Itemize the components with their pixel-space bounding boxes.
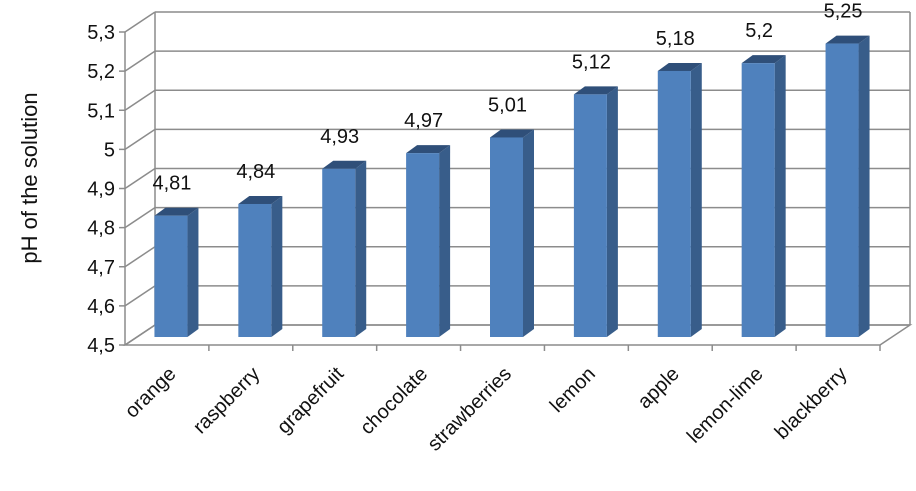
bar — [657, 70, 691, 337]
bar-top — [490, 129, 534, 138]
side-wall-gridline — [124, 167, 156, 190]
side-wall-gridline — [124, 207, 156, 229]
bar — [322, 168, 356, 337]
bar-top — [741, 55, 786, 64]
bar-side — [355, 160, 367, 337]
bar-top — [238, 195, 283, 204]
x-tick-label: blackberry — [771, 363, 852, 444]
bar — [490, 137, 523, 337]
bar-side — [523, 129, 534, 337]
bar — [573, 94, 607, 337]
bar-side — [774, 55, 786, 337]
y-tick-label: 4,9 — [87, 179, 115, 201]
side-wall-gridline — [124, 11, 156, 33]
y-tick-label: 5,3 — [87, 22, 115, 44]
x-tick-label: strawberries — [423, 363, 516, 456]
bar-top — [573, 86, 618, 95]
data-label: 5,01 — [488, 94, 527, 116]
x-tick-label: apple — [634, 363, 684, 413]
bar-top — [657, 62, 702, 71]
x-tick-label: grapefruit — [273, 363, 349, 439]
side-wall-gridline — [124, 89, 156, 111]
x-tick-label: lemon — [546, 363, 600, 417]
bar-side — [187, 207, 199, 337]
data-label: 4,93 — [320, 126, 359, 148]
bar — [154, 215, 188, 337]
bar-side — [439, 145, 451, 337]
bar-side — [858, 35, 870, 337]
side-wall-gridline — [124, 128, 156, 150]
y-tick-label: 4,6 — [87, 296, 115, 318]
bar — [825, 43, 859, 337]
bar — [406, 153, 440, 337]
side-wall-gridline — [124, 285, 156, 307]
data-label: 5,18 — [656, 28, 695, 50]
bar-side — [606, 86, 618, 337]
bar-top — [322, 160, 367, 169]
x-tick-label: orange — [121, 363, 181, 423]
data-label: 5,2 — [745, 20, 773, 42]
bar-side — [690, 62, 702, 337]
y-tick-label: 5,1 — [87, 100, 115, 122]
y-tick-label: 5,2 — [87, 61, 115, 83]
side-wall-gridline — [124, 246, 156, 268]
y-tick-label: 4,8 — [87, 218, 115, 240]
y-tick-label: 4,5 — [87, 335, 115, 357]
x-tick-label: lemon-lime — [683, 363, 768, 448]
data-label: 5,12 — [572, 51, 611, 73]
data-label: 4,84 — [236, 161, 275, 183]
y-tick-label: 4,7 — [87, 257, 115, 279]
x-tick-label: chocolate — [356, 363, 432, 439]
y-tick-label: 5 — [104, 139, 115, 161]
data-label: 4,97 — [404, 110, 443, 132]
bar-top — [825, 35, 870, 44]
x-tick-label: raspberry — [189, 363, 264, 438]
bar — [741, 63, 775, 337]
data-label: 5,25 — [824, 1, 863, 23]
bar-top — [154, 207, 199, 216]
y-axis-label: pH of the solution — [17, 92, 42, 264]
bar-side — [271, 195, 283, 337]
side-wall-gridline — [124, 50, 156, 72]
bar — [238, 203, 272, 337]
bar-top — [406, 145, 451, 154]
data-label: 4,81 — [152, 173, 191, 195]
